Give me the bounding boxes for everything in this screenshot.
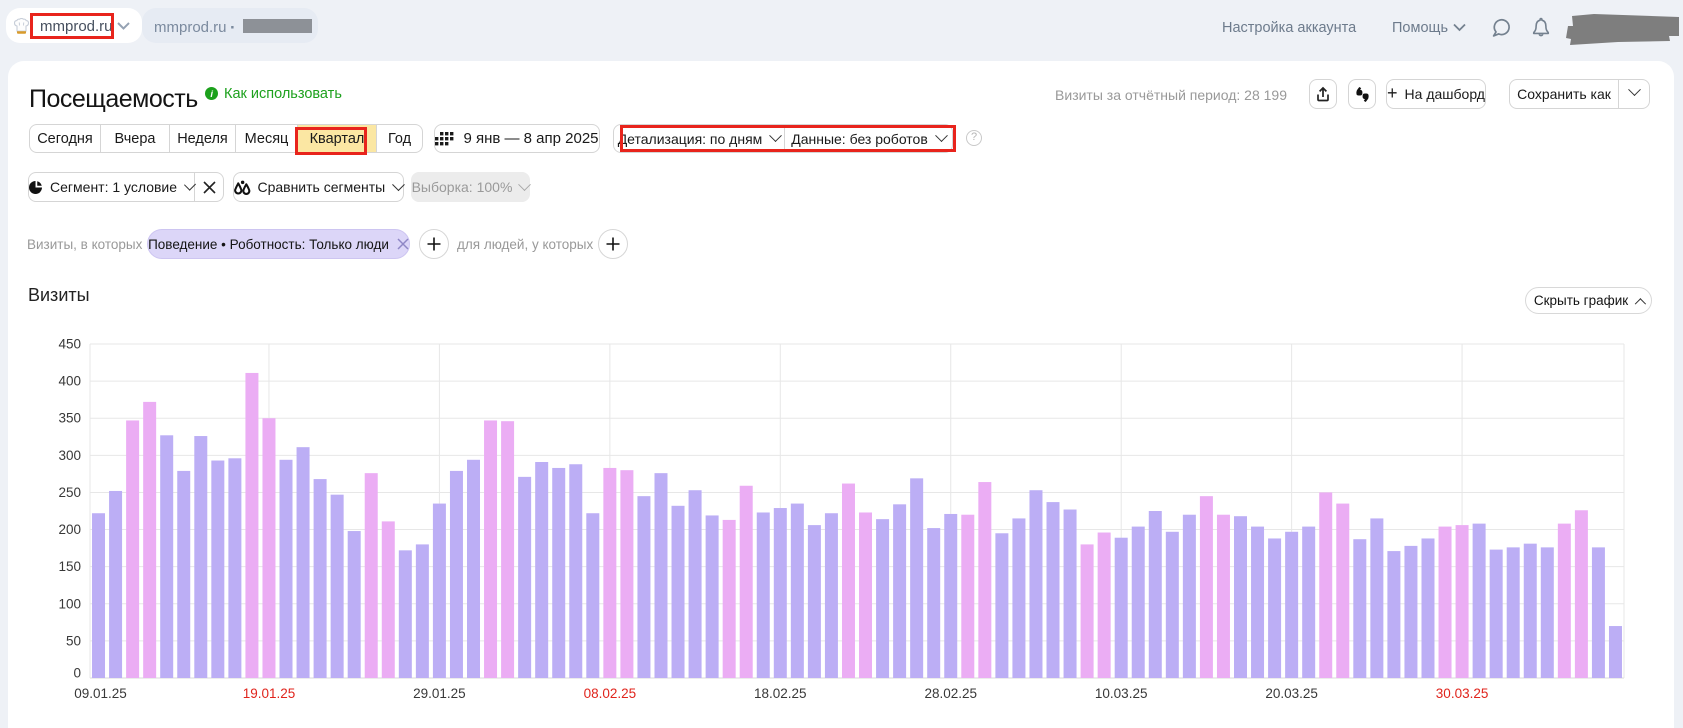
svg-text:19.01.25: 19.01.25 [243,686,296,701]
svg-text:18.02.25: 18.02.25 [754,686,807,701]
svg-text:08.02.25: 08.02.25 [584,686,637,701]
svg-text:100: 100 [58,596,81,611]
svg-text:350: 350 [58,411,81,426]
svg-text:09.01.25: 09.01.25 [74,686,127,701]
svg-text:30.03.25: 30.03.25 [1436,686,1489,701]
svg-text:250: 250 [58,485,81,500]
svg-text:i: i [210,89,213,100]
svg-text:200: 200 [58,522,81,537]
svg-text:400: 400 [58,374,81,389]
svg-text:28.02.25: 28.02.25 [924,686,977,701]
svg-text:300: 300 [58,448,81,463]
svg-text:0: 0 [73,666,81,681]
svg-text:150: 150 [58,559,81,574]
svg-text:450: 450 [58,337,81,352]
svg-text:20.03.25: 20.03.25 [1265,686,1318,701]
svg-text:50: 50 [66,633,81,648]
svg-text:29.01.25: 29.01.25 [413,686,466,701]
svg-text:10.03.25: 10.03.25 [1095,686,1148,701]
